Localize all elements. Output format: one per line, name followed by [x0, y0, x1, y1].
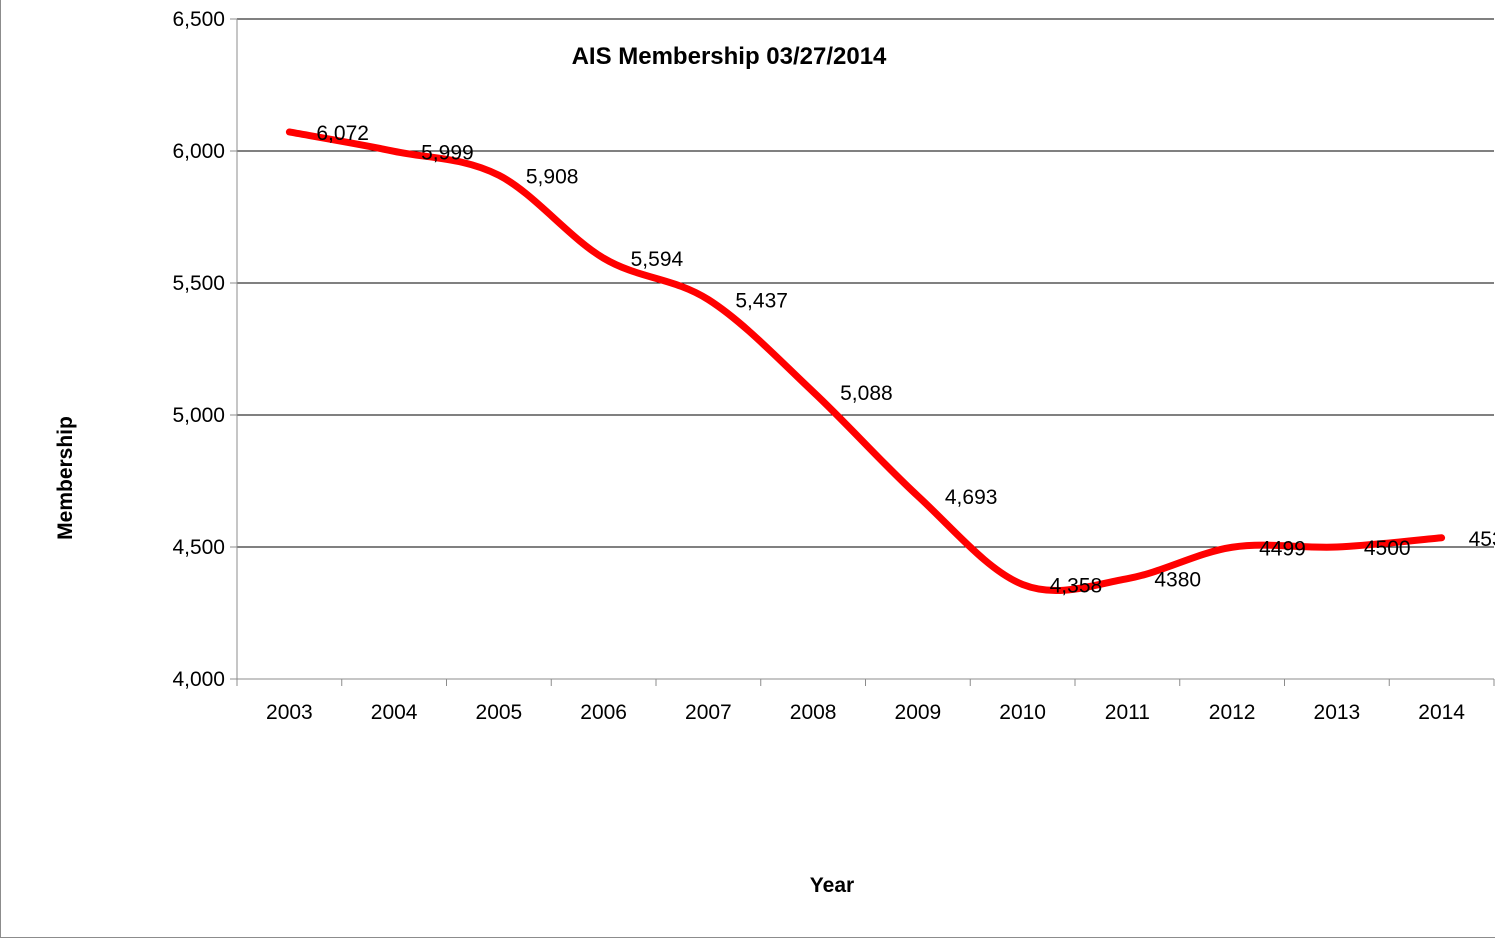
data-label: 5,999 [421, 141, 474, 164]
data-label: 4,693 [945, 486, 998, 509]
x-tick-label: 2012 [1209, 701, 1256, 724]
chart-title: AIS Membership 03/27/2014 [572, 43, 887, 70]
y-tick-label: 6,000 [172, 140, 225, 163]
data-labels: 6,072 5,999 5,908 5,594 5,437 5,088 4,693 4,358… [316, 122, 1495, 597]
axes [230, 18, 1495, 686]
x-tick-label: 2007 [685, 701, 732, 724]
y-tick-label: 5,500 [172, 272, 225, 295]
y-tick-label: 4,000 [172, 668, 225, 691]
data-label: 4500 [1364, 537, 1411, 560]
x-tick-label: 2004 [371, 701, 418, 724]
x-axis-title: Year [810, 874, 854, 897]
y-axis-title: Membership [54, 416, 77, 540]
x-tick-label: 2003 [266, 701, 313, 724]
data-label: 5,908 [526, 165, 579, 188]
x-tick-label: 2006 [580, 701, 627, 724]
gridlines [237, 18, 1494, 548]
y-tick-labels: 4,000 4,500 5,000 5,500 6,000 6,500 [172, 8, 225, 691]
data-label: 4499 [1259, 537, 1306, 560]
data-label: 6,072 [316, 122, 369, 145]
x-tick-label: 2009 [895, 701, 942, 724]
data-label: 5,437 [735, 290, 788, 313]
x-tick-label: 2005 [476, 701, 523, 724]
series-group [285, 128, 1446, 594]
y-tick-label: 6,500 [172, 8, 225, 31]
x-tick-label: 2011 [1105, 701, 1150, 724]
x-tick-label: 2013 [1314, 701, 1361, 724]
series-line [285, 128, 1446, 594]
x-tick-label: 2008 [790, 701, 837, 724]
y-tick-label: 4,500 [172, 536, 225, 559]
data-label: 4,358 [1050, 574, 1103, 597]
x-tick-labels: 2003 2004 2005 2006 2007 2008 2009 2010 2011 2012… [266, 701, 1465, 724]
data-label: 4535 [1469, 528, 1495, 551]
x-tick-label: 2014 [1418, 701, 1465, 724]
data-label: 5,088 [840, 382, 893, 405]
y-tick-label: 5,000 [172, 404, 225, 427]
x-tick-label: 2010 [999, 701, 1046, 724]
data-label: 5,594 [631, 248, 684, 271]
data-label: 4380 [1154, 569, 1201, 592]
